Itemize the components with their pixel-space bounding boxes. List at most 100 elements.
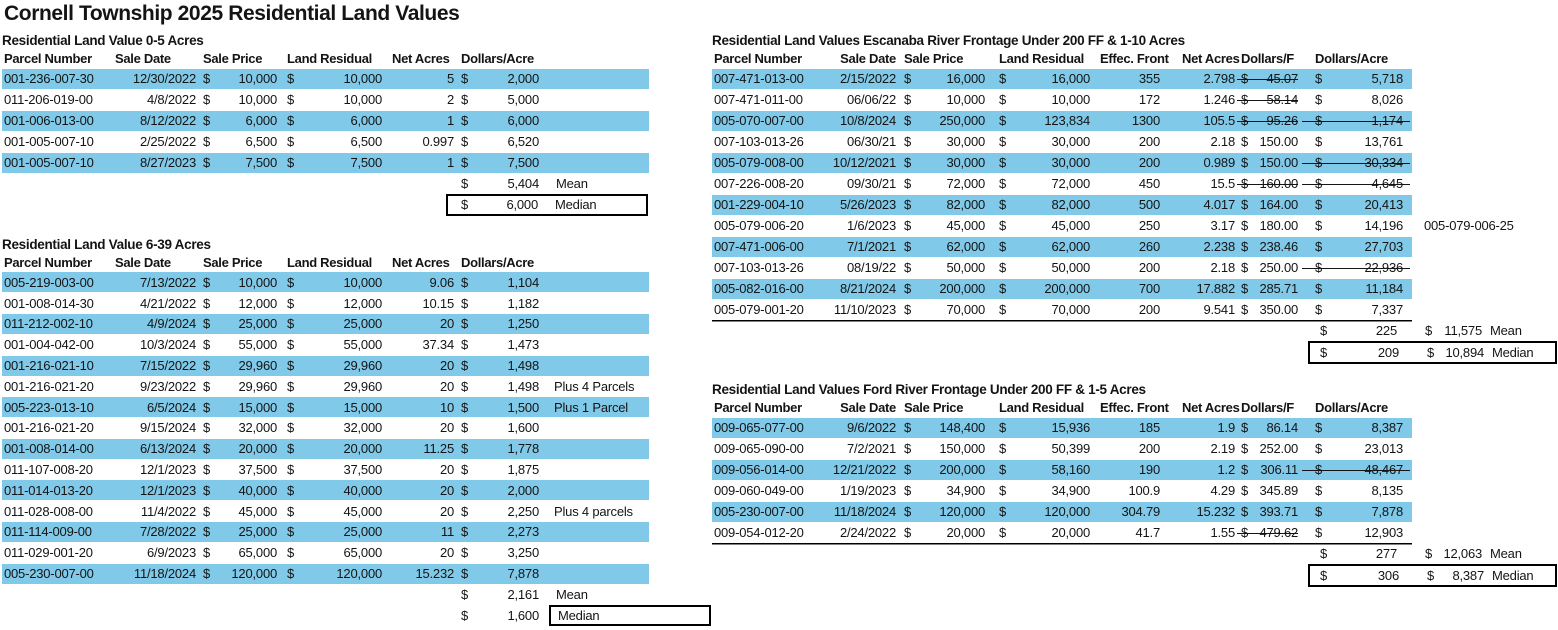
parcel-number-cell[interactable]: 009-056-014-00 (714, 462, 804, 477)
land-residual-cell[interactable]: $34,900 (995, 483, 1100, 498)
column-header-acres[interactable]: Net Acres (392, 255, 450, 270)
dollars-per-acre-cell[interactable]: $7,878 (1300, 504, 1412, 519)
land-residual-cell[interactable]: $7,500 (282, 155, 392, 170)
table-row[interactable]: 009-065-077-00 9/6/2022 $148,400 $15,936 185… (712, 417, 1557, 438)
dollars-per-acre-cell[interactable]: $48,467 (1300, 462, 1412, 477)
mean-acre-cell[interactable]: $ 11,575 (1425, 323, 1482, 338)
dollars-per-front-cell[interactable]: $160.00 (1235, 176, 1300, 191)
effective-front-cell[interactable]: 200 (1138, 260, 1160, 275)
table-row[interactable]: 009-065-090-00 7/2/2021 $150,000 $50,399 200… (712, 438, 1557, 459)
dollars-per-front-cell[interactable]: $350.00 (1235, 302, 1300, 317)
column-header-price[interactable]: Sale Price (203, 51, 263, 66)
dollars-per-acre-cell[interactable]: $8,026 (1300, 92, 1412, 107)
land-residual-cell[interactable]: $120,000 (995, 504, 1100, 519)
median-value-cell[interactable]: $ 6,000 (457, 197, 541, 212)
dollars-per-front-cell[interactable]: $45.07 (1235, 71, 1300, 86)
column-header-price[interactable]: Sale Price (203, 255, 263, 270)
net-acres-cell[interactable]: 0.997 (422, 134, 454, 149)
sale-price-cell[interactable]: $25,000 (198, 316, 282, 331)
column-header-dpf[interactable]: Dollars/F (1241, 400, 1294, 415)
effective-front-cell[interactable]: 172 (1138, 92, 1160, 107)
land-residual-cell[interactable]: $6,500 (282, 134, 392, 149)
land-residual-cell[interactable]: $20,000 (282, 441, 392, 456)
dollars-per-acre-cell[interactable]: $1,498 (455, 379, 542, 394)
effective-front-cell[interactable]: 1300 (1131, 113, 1160, 128)
land-residual-cell[interactable]: $10,000 (282, 71, 392, 86)
sale-date-cell[interactable]: 6/9/2023 (146, 545, 196, 561)
sale-price-cell[interactable]: $30,000 (900, 134, 995, 149)
column-header-acres[interactable]: Net Acres (1182, 400, 1240, 415)
table-row[interactable]: 005-079-001-20 11/10/2023 $70,000 $70,000 20… (712, 299, 1557, 320)
dollars-per-acre-cell[interactable]: $1,250 (455, 316, 542, 331)
net-acres-cell[interactable]: 20 (439, 420, 454, 436)
net-acres-cell[interactable]: 5 (446, 71, 454, 86)
sale-date-cell[interactable]: 7/28/2022 (139, 524, 196, 540)
parcel-number-cell[interactable]: 007-103-013-26 (714, 260, 804, 275)
column-header-dpf[interactable]: Dollars/F (1241, 51, 1294, 66)
net-acres-cell[interactable]: 10 (439, 399, 454, 415)
parcel-number-cell[interactable]: 005-219-003-00 (4, 274, 94, 290)
sale-date-cell[interactable]: 11/18/2024 (133, 566, 196, 582)
mean-row[interactable]: $ 2,161 Mean (457, 584, 711, 605)
sale-price-cell[interactable]: $82,000 (900, 197, 995, 212)
sale-date-cell[interactable]: 7/1/2021 (846, 239, 896, 254)
dollars-per-acre-cell[interactable]: $1,875 (455, 462, 542, 477)
net-acres-cell[interactable]: 1.2 (1217, 462, 1236, 477)
row-note[interactable]: Plus 4 Parcels (554, 378, 635, 394)
sale-date-cell[interactable]: 09/30/21 (846, 176, 896, 191)
net-acres-cell[interactable]: 20 (439, 316, 454, 332)
table-row[interactable]: 001-216-021-10 7/15/2022 $29,960 $29,960 20 $… (2, 355, 711, 376)
parcel-number-cell[interactable]: 001-005-007-10 (4, 134, 94, 149)
sale-date-cell[interactable]: 12/1/2023 (139, 482, 196, 498)
parcel-number-cell[interactable]: 011-029-001-20 (4, 545, 93, 561)
table-row[interactable]: 011-014-013-20 12/1/2023 $40,000 $40,000 20 $… (2, 480, 711, 501)
table-row[interactable]: 005-079-008-00 10/12/2021 $30,000 $30,000 20… (712, 152, 1557, 173)
table-row[interactable]: 011-107-008-20 12/1/2023 $37,500 $37,500 20 $… (2, 459, 711, 480)
dollars-per-front-cell[interactable]: $345.89 (1235, 483, 1300, 498)
parcel-number-cell[interactable]: 011-206-019-00 (4, 92, 93, 107)
dollars-per-front-cell[interactable]: $238.46 (1235, 239, 1300, 254)
parcel-number-cell[interactable]: 005-079-006-20 (714, 218, 804, 233)
sale-price-cell[interactable]: $55,000 (198, 337, 282, 352)
parcel-number-cell[interactable]: 001-216-021-10 (4, 358, 94, 374)
sale-price-cell[interactable]: $120,000 (198, 566, 282, 581)
land-residual-cell[interactable]: $200,000 (995, 281, 1100, 296)
mean-front-cell[interactable]: $ 277 (1320, 546, 1406, 561)
sale-price-cell[interactable]: $12,000 (198, 296, 282, 311)
median-box[interactable]: $ 6,000 Median (446, 193, 648, 216)
sale-price-cell[interactable]: $200,000 (900, 281, 995, 296)
sale-price-cell[interactable]: $7,500 (198, 155, 282, 170)
sale-price-cell[interactable]: $10,000 (900, 92, 995, 107)
effective-front-cell[interactable]: 41.7 (1135, 525, 1160, 540)
column-header-acres[interactable]: Net Acres (392, 51, 450, 66)
sale-price-cell[interactable]: $120,000 (900, 504, 995, 519)
parcel-number-cell[interactable]: 001-008-014-30 (4, 295, 94, 311)
net-acres-cell[interactable]: 20 (439, 482, 454, 498)
sale-price-cell[interactable]: $50,000 (900, 260, 995, 275)
sale-date-cell[interactable]: 6/13/2024 (139, 441, 196, 457)
table-row[interactable]: 005-082-016-00 8/21/2024 $200,000 $200,000 7… (712, 278, 1557, 299)
dollars-per-acre-cell[interactable]: $4,645 (1300, 176, 1412, 191)
effective-front-cell[interactable]: 260 (1138, 239, 1160, 254)
land-residual-cell[interactable]: $123,834 (995, 113, 1100, 128)
dollars-per-acre-cell[interactable]: $20,413 (1300, 197, 1412, 212)
column-header-res[interactable]: Land Residual (999, 51, 1084, 66)
dollars-per-acre-cell[interactable]: $1,500 (455, 400, 542, 415)
sale-date-cell[interactable]: 4/21/2022 (139, 295, 196, 311)
parcel-number-cell[interactable]: 001-004-042-00 (4, 337, 94, 353)
net-acres-cell[interactable]: 20 (439, 358, 454, 374)
land-residual-cell[interactable]: $12,000 (282, 296, 392, 311)
column-header-dpa[interactable]: Dollars/Acre (1315, 51, 1388, 66)
land-residual-cell[interactable]: $45,000 (282, 504, 392, 519)
sale-price-cell[interactable]: $6,500 (198, 134, 282, 149)
mean-row[interactable]: $ 277 $ 12,063 Mean (1320, 543, 1557, 564)
table-row[interactable]: 001-216-021-20 9/23/2022 $29,960 $29,960 20 $… (2, 376, 711, 397)
table-row[interactable]: 001-006-013-00 8/12/2022 $6,000 $6,000 1 $6,0… (2, 110, 711, 131)
sale-price-cell[interactable]: $29,960 (198, 379, 282, 394)
sale-price-cell[interactable]: $62,000 (900, 239, 995, 254)
effective-front-cell[interactable]: 700 (1138, 281, 1160, 296)
parcel-number-cell[interactable]: 007-471-013-00 (714, 71, 804, 86)
mean-row[interactable]: $ 225 $ 11,575 Mean (1320, 320, 1557, 341)
dollars-per-front-cell[interactable]: $150.00 (1235, 134, 1300, 149)
sale-price-cell[interactable]: $20,000 (900, 525, 995, 540)
